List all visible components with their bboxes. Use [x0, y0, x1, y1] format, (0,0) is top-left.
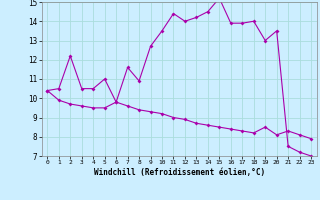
X-axis label: Windchill (Refroidissement éolien,°C): Windchill (Refroidissement éolien,°C)	[94, 168, 265, 177]
